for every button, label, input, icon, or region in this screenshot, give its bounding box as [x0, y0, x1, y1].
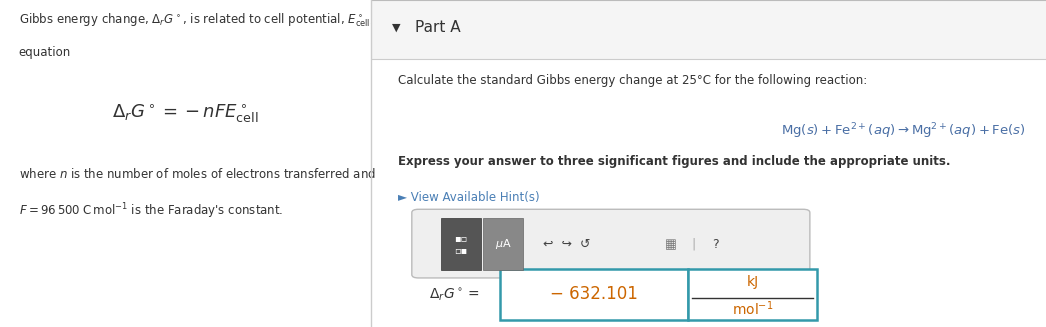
Text: equation: equation: [19, 46, 71, 59]
Text: ▦: ▦: [665, 238, 677, 251]
Text: $\Delta_r G^\circ =$: $\Delta_r G^\circ =$: [429, 286, 479, 303]
Text: $\mathrm{Mg}(s) + \mathrm{Fe}^{2+}(aq) {\rightarrow} \mathrm{Mg}^{2+}(aq) + \mat: $\mathrm{Mg}(s) + \mathrm{Fe}^{2+}(aq) {…: [781, 121, 1026, 141]
Text: $\mu$A: $\mu$A: [495, 237, 511, 251]
FancyBboxPatch shape: [412, 209, 810, 278]
Text: ?: ?: [712, 238, 719, 251]
Text: Gibbs energy change, $\Delta_r G^\circ$, is related to cell potential, $E^\circ_: Gibbs energy change, $\Delta_r G^\circ$,…: [19, 11, 415, 29]
Text: ↩  ↪  ↺: ↩ ↪ ↺: [543, 238, 591, 251]
Text: $F = 96\,500\;\mathrm{C\,mol^{-1}}$ is the Faraday's constant.: $F = 96\,500\;\mathrm{C\,mol^{-1}}$ is t…: [19, 201, 283, 221]
Bar: [688, 269, 817, 320]
Text: − 632.101: − 632.101: [550, 285, 638, 303]
Point: [806, 296, 819, 300]
Text: mol$^{-1}$: mol$^{-1}$: [732, 300, 773, 318]
FancyBboxPatch shape: [440, 218, 480, 270]
Text: $\Delta_r G^\circ = -nFE^\circ_{\mathrm{cell}}$: $\Delta_r G^\circ = -nFE^\circ_{\mathrm{…: [112, 103, 259, 125]
FancyBboxPatch shape: [483, 218, 523, 270]
Text: Calculate the standard Gibbs energy change at 25°C for the following reaction:: Calculate the standard Gibbs energy chan…: [399, 74, 867, 87]
Text: Part A: Part A: [415, 20, 461, 35]
Text: ► View Available Hint(s): ► View Available Hint(s): [399, 191, 540, 204]
Text: Express your answer to three significant figures and include the appropriate uni: Express your answer to three significant…: [399, 155, 951, 168]
Bar: [371, 0, 1046, 59]
Text: where $n$ is the number of moles of electrons transferred and: where $n$ is the number of moles of elec…: [19, 167, 376, 181]
Text: kJ: kJ: [747, 275, 758, 289]
Text: ▪▫
▫▪: ▪▫ ▫▪: [454, 233, 468, 255]
Bar: [500, 269, 688, 320]
Text: ▼: ▼: [391, 23, 400, 33]
Point: [685, 296, 698, 300]
Text: |: |: [691, 238, 696, 251]
